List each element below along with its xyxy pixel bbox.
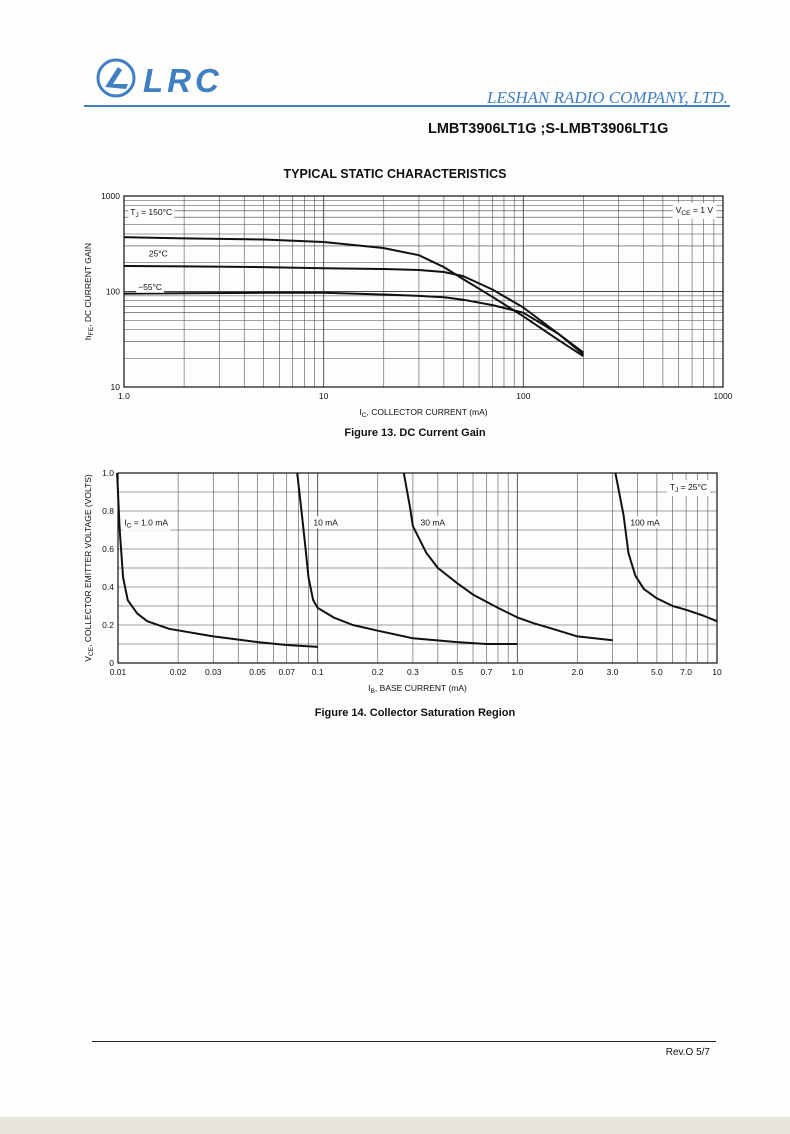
series-label: 10 mA: [313, 517, 338, 527]
series-label-background: [128, 205, 175, 220]
plot-frame: [117, 472, 718, 664]
section-title: TYPICAL STATIC CHARACTERISTICS: [283, 167, 507, 181]
x-tick-label: 3.0: [607, 667, 619, 677]
x-tick-label: 2.0: [572, 667, 584, 677]
x-tick-label: 1.0: [511, 667, 523, 677]
x-tick-label: 0.02: [170, 667, 187, 677]
series-line: [116, 472, 318, 648]
x-tick-label: 10: [319, 391, 329, 401]
series-line: [123, 265, 585, 356]
x-tick-label: 0.07: [278, 667, 295, 677]
x-tick-label: 1000: [714, 391, 733, 401]
y-tick-label: 0.8: [102, 506, 114, 516]
x-tick-label: 100: [516, 391, 530, 401]
series-line: [296, 472, 518, 645]
series-label: TJ = 150°C: [130, 207, 172, 219]
y-axis-title: hFE, DC CURRENT GAIN: [83, 243, 95, 340]
y-tick-label: 10: [111, 382, 121, 392]
x-tick-label: 5.0: [651, 667, 663, 677]
series-line: [123, 236, 584, 358]
x-tick-label: 0.05: [249, 667, 266, 677]
condition-label: TJ = 25°C: [670, 482, 707, 494]
y-axis-title: VCE, COLLECTOR EMITTER VOLTAGE (VOLTS): [83, 474, 95, 662]
series-label: IC = 1.0 mA: [124, 517, 168, 529]
series-label-background: [418, 516, 448, 529]
y-tick-label: 1000: [101, 191, 120, 201]
series-label-background: [122, 516, 171, 531]
y-tick-label: 0.6: [102, 544, 114, 554]
x-tick-label: 0.1: [312, 667, 324, 677]
x-tick-label: 7.0: [680, 667, 692, 677]
series-label: −55°C: [138, 282, 162, 292]
collector-saturation-chart: 0.01 0.02 0.03 0.05 0.07 0.1 0.2 0.3 0.5 0.7 1.0 2.…: [83, 468, 722, 695]
footer-divider: [92, 1041, 716, 1042]
y-tick-label: 0.4: [102, 582, 114, 592]
logo-arrow-icon: [105, 67, 128, 89]
figure-14-caption: Figure 14. Collector Saturation Region: [314, 707, 516, 719]
series-label-background: [136, 280, 165, 293]
x-tick-label: 0.01: [110, 667, 127, 677]
series-label: 25°C: [149, 248, 168, 258]
y-tick-label: 0: [109, 658, 114, 668]
series-label-background: [146, 247, 170, 260]
x-axis-title: IB, BASE CURRENT (mA): [368, 683, 467, 695]
series-line: [402, 472, 613, 642]
condition-label: VCE = 1 V: [676, 205, 714, 217]
x-tick-label: 0.5: [451, 667, 463, 677]
condition-label-background: [672, 203, 717, 219]
series-label-background: [311, 516, 341, 529]
series-label-background: [628, 516, 663, 529]
logo-text: LRC: [143, 62, 223, 99]
x-axis-title: IC, COLLECTOR CURRENT (mA): [359, 407, 487, 419]
footer-revision: Rev.O 5/7: [665, 1047, 710, 1058]
logo-circle-icon: [96, 58, 136, 98]
x-tick-label: 0.7: [480, 667, 492, 677]
bottom-band: [0, 1117, 790, 1134]
figure-13-caption: Figure 13. DC Current Gain: [344, 427, 486, 439]
condition-label-background: [666, 480, 710, 496]
x-tick-label: 1.0: [118, 391, 130, 401]
x-tick-label: 10: [712, 667, 722, 677]
y-tick-label: 0.2: [102, 620, 114, 630]
y-tick-label: 1.0: [102, 468, 114, 478]
x-tick-label: 0.03: [205, 667, 222, 677]
lrc-logo: LRC: [96, 58, 223, 99]
series-line: [123, 291, 584, 354]
y-tick-label: 100: [106, 287, 120, 297]
part-number: LMBT3906LT1G ;S-LMBT3906LT1G: [428, 121, 669, 137]
series-label: 30 mA: [421, 517, 446, 527]
x-tick-label: 0.2: [372, 667, 384, 677]
plot-frame: [123, 195, 724, 388]
x-tick-label: 0.3: [407, 667, 419, 677]
series-label: 100 mA: [630, 517, 660, 527]
series-line: [614, 472, 718, 623]
company-name: LESHAN RADIO COMPANY, LTD.: [486, 88, 728, 107]
header-divider: [84, 105, 730, 107]
